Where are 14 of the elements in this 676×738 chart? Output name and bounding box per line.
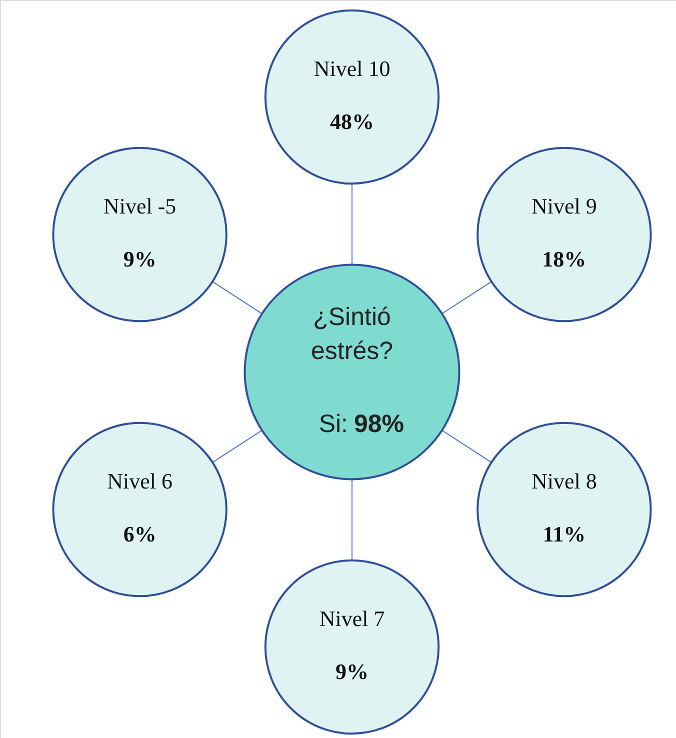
category-label: Nivel 8 (531, 468, 597, 494)
category-label: Nivel 10 (314, 56, 390, 81)
category-label: Nivel 9 (531, 194, 597, 218)
category-label: Nivel 7 (319, 606, 385, 631)
data-label: 11% (542, 522, 586, 546)
data-label: 6% (123, 522, 156, 546)
category-label: Nivel 6 (107, 468, 173, 494)
data-label: 48% (330, 109, 374, 134)
text: Si: 98% (318, 410, 404, 438)
data-label: 18% (542, 246, 586, 272)
data-label: 9% (336, 659, 368, 684)
text: ¿Sintió estrés? (311, 303, 393, 365)
data-label: 9% (123, 246, 156, 272)
category-label: Nivel -5 (103, 194, 176, 218)
